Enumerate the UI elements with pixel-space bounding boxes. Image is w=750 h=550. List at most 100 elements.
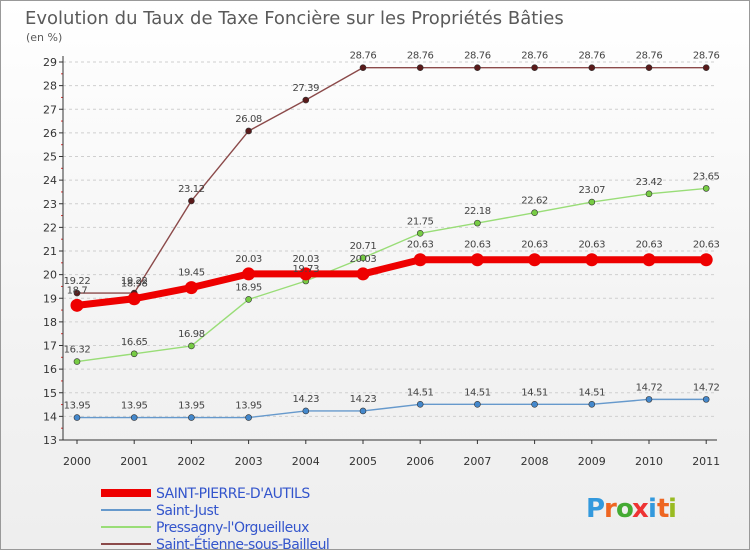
data-label: 28.76 xyxy=(636,51,663,62)
data-label: 13.95 xyxy=(121,401,148,412)
data-point xyxy=(645,190,653,198)
data-label: 20.63 xyxy=(578,240,605,251)
y-tick-label: 19 xyxy=(43,292,57,305)
data-label: 18.7 xyxy=(67,285,88,296)
data-label: 14.72 xyxy=(636,382,663,393)
data-point xyxy=(188,197,195,205)
data-label: 20.03 xyxy=(235,254,262,265)
y-tick-label: 15 xyxy=(43,387,57,400)
x-tick-label: 2002 xyxy=(177,455,205,468)
logo-letter: P xyxy=(586,494,605,524)
x-tick-label: 2010 xyxy=(635,455,663,468)
data-point xyxy=(73,358,81,365)
data-label: 14.51 xyxy=(407,387,434,398)
x-tick-label: 2003 xyxy=(235,455,263,468)
data-label: 20.63 xyxy=(636,240,663,251)
data-point xyxy=(699,253,713,267)
data-point xyxy=(588,198,596,206)
data-point xyxy=(474,64,481,71)
data-point xyxy=(416,64,424,71)
data-label: 19.45 xyxy=(178,268,205,279)
y-axis-unit: (en %) xyxy=(26,31,62,44)
data-label: 19.73 xyxy=(292,264,319,275)
data-label: 14.72 xyxy=(693,382,720,393)
data-label: 18.95 xyxy=(235,282,262,293)
data-label: 21.75 xyxy=(407,216,434,227)
data-point xyxy=(242,267,256,281)
data-label: 20.63 xyxy=(407,240,434,251)
data-label: 26.08 xyxy=(235,114,262,125)
data-label: 22.62 xyxy=(521,196,548,207)
data-label: 13.95 xyxy=(178,401,205,412)
y-tick-label: 24 xyxy=(43,174,57,187)
y-tick-label: 27 xyxy=(43,103,57,116)
data-point xyxy=(642,253,656,267)
data-point xyxy=(245,414,252,421)
data-label: 20.03 xyxy=(292,254,319,265)
data-point xyxy=(416,229,424,237)
x-tick-label: 2004 xyxy=(292,455,320,468)
data-label: 20.03 xyxy=(350,254,377,265)
data-point xyxy=(359,407,367,415)
data-label: 28.76 xyxy=(464,51,491,62)
data-point xyxy=(416,401,424,408)
data-point xyxy=(531,64,538,71)
y-tick-label: 20 xyxy=(43,269,57,282)
y-tick-label: 29 xyxy=(43,56,57,69)
data-point xyxy=(585,253,599,267)
data-point xyxy=(299,267,313,281)
data-point xyxy=(645,64,653,71)
data-point xyxy=(130,350,138,358)
x-tick-label: 2005 xyxy=(349,455,377,468)
data-point xyxy=(531,209,538,217)
data-point xyxy=(184,281,198,295)
x-tick-label: 2006 xyxy=(406,455,434,468)
data-label: 20.63 xyxy=(693,240,720,251)
y-tick-label: 14 xyxy=(43,410,57,423)
data-point xyxy=(73,289,81,297)
logo-letter: i xyxy=(648,494,657,524)
data-label: 14.51 xyxy=(578,387,605,398)
x-tick-label: 2000 xyxy=(63,455,91,468)
legend-label: SAINT-PIERRE-D'AUTILS xyxy=(156,486,310,502)
data-label: 28.76 xyxy=(350,51,377,62)
data-label: 14.51 xyxy=(464,387,491,398)
y-tick-label: 22 xyxy=(43,221,57,234)
data-label: 28.76 xyxy=(693,51,720,62)
data-label: 16.65 xyxy=(121,337,148,348)
data-label: 13.95 xyxy=(235,401,262,412)
y-tick-label: 17 xyxy=(43,340,57,353)
y-tick-label: 25 xyxy=(43,151,57,164)
logo-letter: o xyxy=(616,494,634,524)
y-tick-label: 16 xyxy=(43,363,57,376)
x-tick-label: 2001 xyxy=(120,455,148,468)
data-label: 27.39 xyxy=(292,83,319,94)
y-tick-label: 21 xyxy=(43,245,57,258)
data-point xyxy=(302,407,310,415)
data-label: 28.76 xyxy=(578,51,605,62)
data-point xyxy=(474,219,481,227)
data-label: 14.23 xyxy=(292,394,319,405)
logo-letter: x xyxy=(632,494,649,524)
data-point xyxy=(188,414,195,421)
data-label: 23.12 xyxy=(178,184,205,195)
x-tick-label: 2008 xyxy=(521,455,549,468)
data-point xyxy=(245,127,252,135)
data-label: 20.63 xyxy=(464,240,491,251)
data-label: 13.95 xyxy=(64,401,91,412)
data-label: 23.65 xyxy=(693,171,720,182)
data-point xyxy=(588,64,596,71)
x-tick-label: 2011 xyxy=(692,455,720,468)
data-label: 28.76 xyxy=(407,51,434,62)
data-label: 14.23 xyxy=(350,394,377,405)
data-label: 20.71 xyxy=(350,241,377,252)
series-line xyxy=(76,66,707,294)
data-label: 19.22 xyxy=(121,276,148,287)
data-label: 14.51 xyxy=(521,387,548,398)
legend-label: Pressagny-l'Orgueilleux xyxy=(156,520,309,536)
data-point xyxy=(245,296,252,303)
data-label: 16.32 xyxy=(64,345,91,356)
data-point xyxy=(127,292,141,306)
y-tick-label: 23 xyxy=(43,198,57,211)
